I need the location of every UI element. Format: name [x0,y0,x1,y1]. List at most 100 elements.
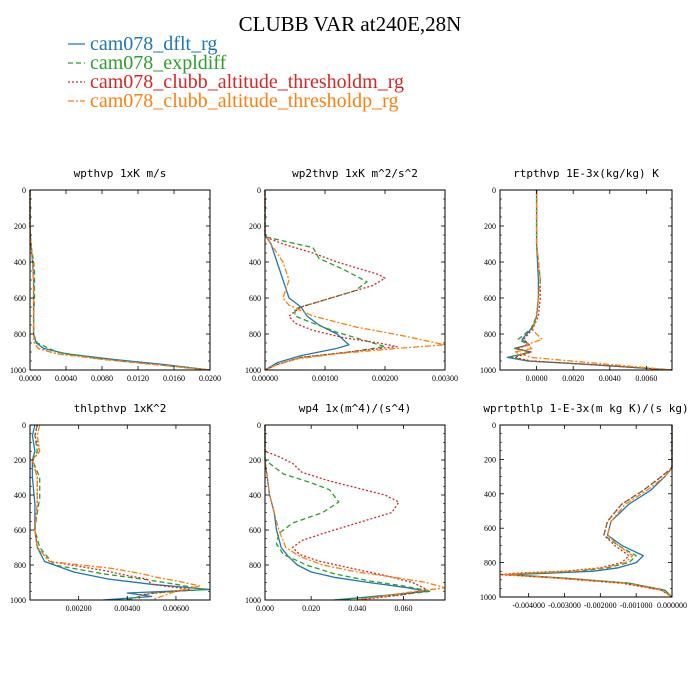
series-line-1 [264,425,428,601]
y-tick-label: 0 [257,186,261,195]
y-tick-label: 1000 [480,366,496,375]
legend-label: cam078_clubb_altitude_thresholdp_rg [90,90,398,112]
y-tick-label: 0 [257,421,261,430]
y-tick-label: 400 [14,258,26,267]
x-tick-label: 0.0040 [599,374,621,383]
x-tick-label: -0.001000 [620,601,653,610]
series-line-1 [510,425,673,598]
y-tick-label: 1000 [10,596,26,605]
plot-frame [264,424,446,601]
y-tick-label: 400 [484,258,496,267]
y-tick-label: 0 [492,186,496,195]
panel-title: thlpthvp 1xK^2 [74,402,167,415]
panel-title: wp2thvp 1xK m^2/s^2 [292,167,418,180]
panel-4: thlpthvp 1xK^2 0 200 400 600 800 1000 0.00200 0.… [10,402,211,613]
y-tick-label: 1000 [245,596,261,605]
legend-label: cam078_dflt_rg [90,33,217,55]
x-tick-label: -0.002000 [584,601,617,610]
y-tick-label: 600 [249,294,261,303]
series-line-4 [502,425,673,598]
panel-title: wprtpthlp 1-E-3x(m kg K)/(s kg) [483,402,688,415]
y-tick-label: 200 [249,456,261,465]
x-tick-label: 0.000000 [657,601,687,610]
series-line-2 [29,190,211,371]
x-tick-label: 0.0000 [19,374,41,383]
x-tick-label: 0.020 [302,604,320,613]
series-line-4 [264,425,446,601]
series-line-1 [31,424,211,601]
y-tick-label: 800 [484,559,496,568]
legend-label: cam078_clubb_altitude_thresholdm_rg [90,71,404,93]
x-tick-label: 0.0020 [562,374,584,383]
y-tick-label: 200 [14,222,26,231]
x-tick-label: 0.060 [394,604,412,613]
series-line-2 [31,424,206,601]
y-tick-label: 200 [14,456,26,465]
x-tick-label: 0.00600 [163,604,189,613]
series-line-4 [264,190,446,371]
x-tick-label: -0.003000 [548,601,581,610]
panel-6: wprtpthlp 1-E-3x(m kg K)/(s kg) 0 200 400 60… [480,402,689,610]
y-tick-label: 200 [249,222,261,231]
x-tick-label: -0.004000 [512,601,545,610]
y-tick-label: 0 [22,186,26,195]
x-tick-label: 0.0000 [526,374,548,383]
x-tick-label: 0.0120 [127,374,149,383]
panel-title: wp4 1x(m^4)/(s^4) [299,402,412,415]
x-tick-label: 0.00200 [66,604,92,613]
series-line-1 [264,190,350,371]
legend-label: cam078_expldiff [90,52,227,74]
x-tick-label: 0.0040 [55,374,77,383]
x-tick-label: 0.00300 [432,374,458,383]
y-tick-label: 1000 [245,366,261,375]
x-tick-label: 0.00200 [372,374,398,383]
y-tick-label: 400 [249,491,261,500]
y-tick-label: 1000 [480,593,496,602]
x-tick-label: 0.00000 [252,374,278,383]
x-tick-label: 0.0060 [635,374,657,383]
y-tick-label: 600 [484,294,496,303]
x-tick-label: 0.0200 [199,374,221,383]
series-line-1 [29,190,211,371]
x-tick-label: 0.0160 [163,374,185,383]
y-tick-label: 1000 [10,366,26,375]
series-line-2 [510,190,673,371]
plot-frame [29,189,211,371]
y-tick-label: 800 [249,561,261,570]
x-tick-label: 0.0080 [91,374,113,383]
panel-3: rtpthvp 1E-3x(kg/kg) K 0 200 400 600 800 1000 0… [480,167,673,383]
panel-2: wp2thvp 1xK m^2/s^2020040060080010000.00… [245,167,458,383]
plot-frame [264,189,446,371]
y-tick-label: 800 [14,561,26,570]
y-tick-label: 600 [484,524,496,533]
panel-title: wpthvp 1xK m/s [74,167,167,180]
y-tick-label: 800 [14,330,26,339]
y-tick-label: 200 [484,455,496,464]
y-tick-label: 0 [492,421,496,430]
x-tick-label: 0.00100 [312,374,338,383]
series-line-4 [29,190,211,371]
series-line-2 [264,425,432,601]
y-tick-label: 800 [484,330,496,339]
series-line-3 [31,424,192,600]
legend: cam078_dflt_rgcam078_expldiffcam078_club… [68,33,404,112]
y-tick-label: 400 [249,258,261,267]
panel-title: rtpthvp 1E-3x(kg/kg) K [513,167,659,180]
figure-title: CLUBB VAR at240E,28N [239,12,462,36]
series-line-3 [264,190,398,371]
y-tick-label: 400 [484,490,496,499]
y-tick-label: 400 [14,491,26,500]
y-tick-label: 600 [249,526,261,535]
x-tick-label: 0.000 [256,604,274,613]
x-tick-label: 0.00400 [114,604,140,613]
y-tick-label: 600 [14,294,26,303]
series-line-3 [29,190,211,371]
y-tick-label: 800 [249,330,261,339]
x-tick-label: 0.040 [348,604,366,613]
y-tick-label: 600 [14,526,26,535]
y-tick-label: 0 [22,421,26,430]
